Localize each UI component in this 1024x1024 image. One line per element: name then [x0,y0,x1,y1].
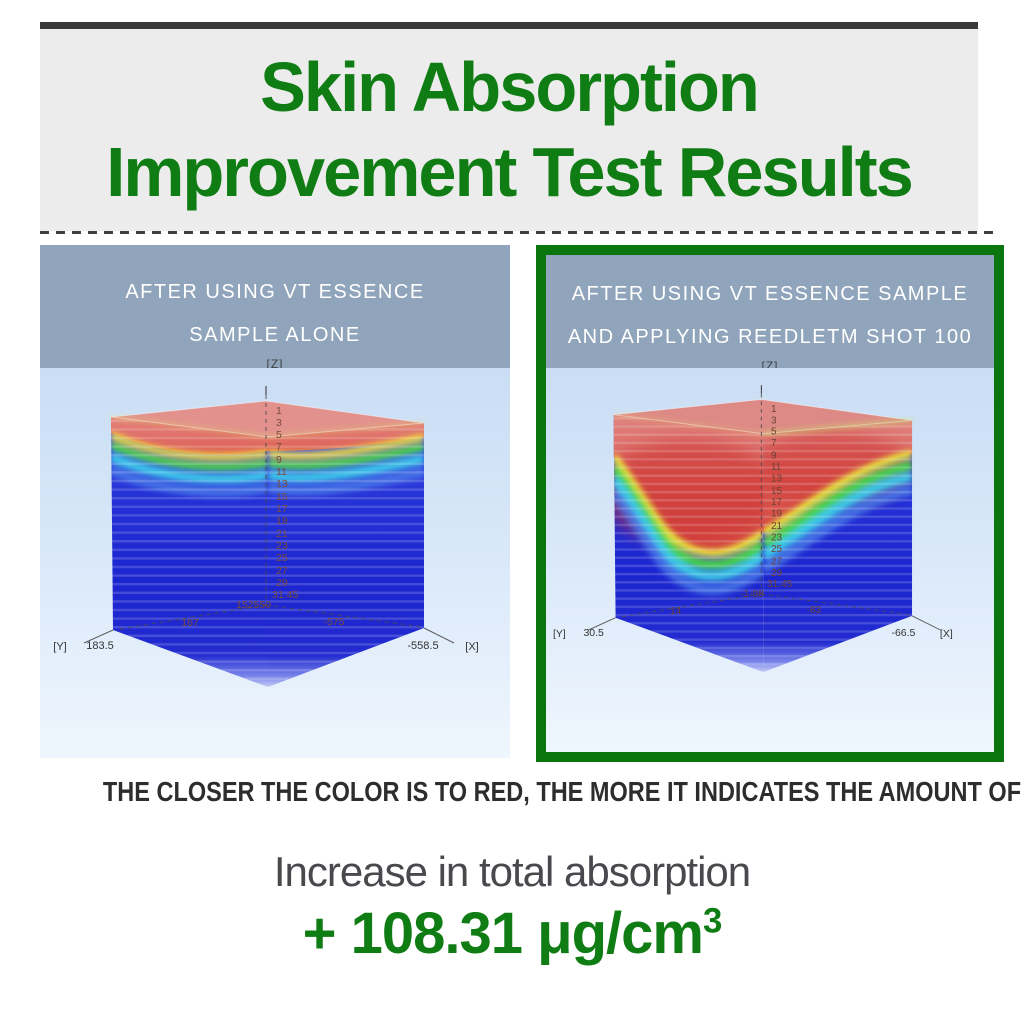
y-axis-label: [Y] [553,629,566,640]
panel-right-title-line2: AND APPLYING REEDLETM SHOT 100 [567,326,973,348]
z-bottom-tick: 31.45 [767,579,792,590]
x-tick-outer: -558.5 [407,640,438,652]
origin-overlap-labels: 152550 [236,599,271,611]
page-title-line2: Improvement Test Results [106,133,914,211]
z-tick: 25 [276,552,288,564]
result-value-main: + 108.31 μg/cm [302,901,704,966]
z-tick: 27 [771,556,783,567]
z-tick: 1 [276,405,282,417]
z-tick: 15 [771,486,783,497]
z-tick: 25 [771,544,783,555]
colorscale-caption-row: THE CLOSER THE COLOR IS TO RED, THE MORE… [0,776,1024,808]
z-tick: 9 [771,451,777,462]
panel-essence-plus-reedle-shot: AFTER USING VT ESSENCE SAMPLE AND APPLYI… [536,245,1004,762]
y-tick-inner: 14 [670,606,682,617]
panel-right-title-line1: AFTER USING VT ESSENCE SAMPLE [571,283,969,305]
panel-left-title-line2: SAMPLE ALONE [189,324,361,346]
panel-essence-alone: AFTER USING VT ESSENCE SAMPLE ALONE [Z] [40,245,510,758]
x-tick-inner: -83 [807,605,822,616]
z-tick: 11 [276,466,287,478]
z-tick: 5 [276,429,282,441]
header-top-bar [40,22,978,29]
z-tick: 29 [276,577,288,589]
result-value: + 108.31 μg/cm3 [0,900,1024,967]
panel-right-header: AFTER USING VT ESSENCE SAMPLE AND APPLYI… [546,255,994,373]
result-value-superscript: 3 [703,901,722,941]
result-label: Increase in total absorption [273,848,751,895]
z-tick: 21 [771,521,783,532]
z-tick: 29 [771,568,783,579]
chart-right-3d-cube: 1 3 5 7 9 11 13 15 17 19 21 23 25 27 29 … [553,385,953,673]
x-axis-label: [X] [465,641,478,653]
z-tick: 3 [771,415,777,426]
z-tick: 7 [276,441,282,453]
chart-left-3d-cube: 1 3 5 7 9 11 13 15 17 19 21 23 25 27 29 … [53,386,479,687]
z-axis-label: [Z] [266,357,284,371]
page-title-line1: Skin Absorption [260,48,760,126]
z-tick: 19 [771,509,783,520]
z-tick: 9 [276,454,282,466]
z-tick: 17 [276,503,288,515]
z-tick: 15 [276,491,288,503]
x-axis-label: [X] [940,629,953,640]
y-tick-inner: 167 [181,617,199,629]
panel-left-title-line1: AFTER USING VT ESSENCE [125,281,425,303]
z-tick: 19 [276,515,288,527]
z-tick: 23 [276,540,288,552]
z-tick: 1 [771,404,777,415]
z-tick: 13 [276,478,288,490]
z-tick: 17 [771,497,783,508]
chart-left-area: 1 3 5 7 9 11 13 15 17 19 21 23 25 27 29 … [40,368,510,758]
y-axis-label: [Y] [53,641,66,653]
z-tick: 5 [771,427,777,438]
z-tick: 11 [771,462,782,473]
z-bottom-tick: 31.45 [272,589,298,601]
header-title-box: Skin Absorption Improvement Test Results [40,29,978,231]
y-tick-outer: 30.5 [583,628,604,639]
panel-left-header: AFTER USING VT ESSENCE SAMPLE ALONE [Z] [40,245,510,371]
z-tick: 27 [276,565,288,577]
dashed-separator [40,231,995,234]
z-tick: 23 [771,533,783,544]
origin-overlap-labels: -1-98 [740,589,764,600]
x-tick-inner: -575 [323,616,344,628]
z-tick: 21 [276,528,288,540]
z-tick: 7 [771,438,777,449]
x-tick-outer: -66.5 [892,628,916,639]
z-tick: 13 [771,473,783,484]
chart-right-area: 1 3 5 7 9 11 13 15 17 19 21 23 25 27 29 … [546,368,994,752]
y-tick-outer: 183.5 [86,640,114,652]
colorscale-caption: THE CLOSER THE COLOR IS TO RED, THE MORE… [102,776,1024,807]
z-tick: 3 [276,417,282,429]
